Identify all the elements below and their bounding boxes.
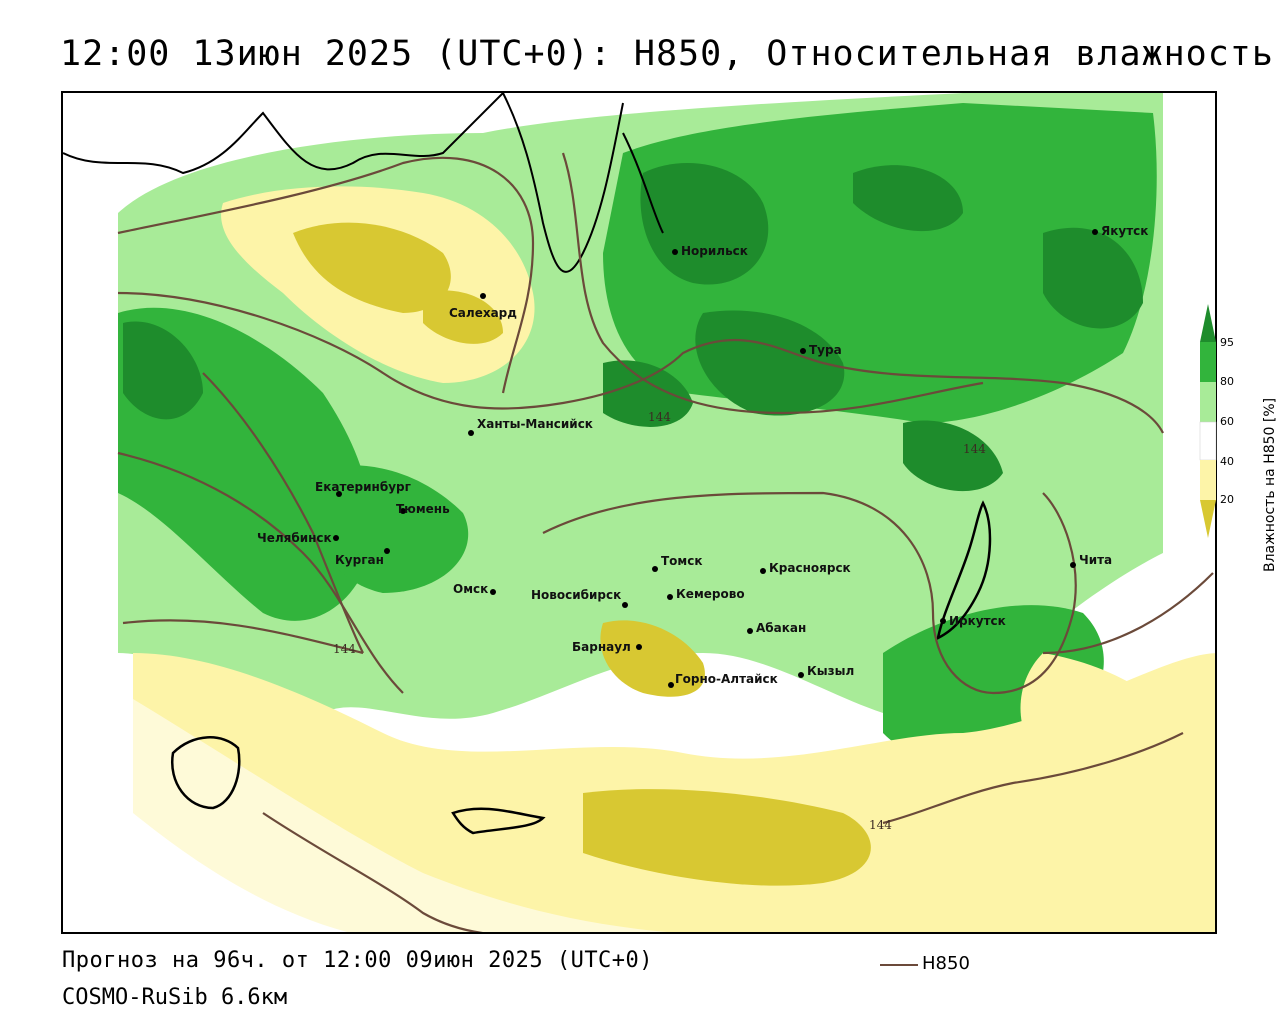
h850-line-swatch — [880, 964, 918, 966]
contour-label: 144 — [869, 818, 892, 832]
city-label: Курган — [335, 553, 384, 567]
legend-tick: 40 — [1220, 455, 1234, 468]
city-label: Тура — [809, 343, 842, 357]
legend-swatch-below20 — [1200, 500, 1216, 538]
legend-swatch-80 — [1200, 342, 1216, 382]
humidity-zone-95 — [640, 163, 769, 285]
city-marker — [800, 348, 806, 354]
city-label: Екатеринбург — [315, 480, 411, 494]
city-label: Якутск — [1101, 224, 1148, 238]
city-marker — [668, 682, 674, 688]
city-label: Салехард — [449, 306, 517, 320]
city-marker — [622, 602, 628, 608]
contour-label: 144 — [333, 642, 356, 656]
city-label: Новосибирск — [531, 588, 621, 602]
city-marker — [480, 293, 486, 299]
city-marker — [1070, 562, 1076, 568]
city-label: Иркутск — [949, 614, 1006, 628]
city-label: Горно-Алтайск — [675, 672, 778, 686]
city-label: Красноярск — [769, 561, 851, 575]
legend-title: Влажность на H850 [%] — [1262, 397, 1278, 572]
legend-color-bar — [1199, 304, 1217, 538]
model-name: COSMO-RuSib 6.6км — [62, 985, 288, 1010]
coastline — [63, 93, 504, 175]
legend-swatch-40 — [1199, 421, 1217, 461]
city-marker — [760, 568, 766, 574]
city-marker — [652, 566, 658, 572]
lake-baikal — [936, 500, 992, 641]
map-canvas: 144 144 144 144 Норильск Якутск Салехард… — [63, 93, 1215, 932]
legend-tick: 20 — [1220, 493, 1234, 506]
city-marker — [333, 535, 339, 541]
city-label: Челябинск — [257, 531, 332, 545]
city-markers: Норильск Якутск Салехард Тура Ханты-Манс… — [257, 224, 1148, 688]
legend-swatch-60 — [1200, 382, 1216, 422]
h850-line-label: H850 — [922, 953, 970, 974]
legend-swatch-95 — [1200, 304, 1216, 342]
lake-balkhash-outline — [170, 736, 241, 810]
city-label: Кызыл — [807, 664, 854, 678]
city-marker — [636, 644, 642, 650]
city-label: Чита — [1079, 553, 1112, 567]
legend-swatch-20 — [1200, 460, 1216, 500]
city-label: Норильск — [681, 244, 748, 258]
contour-label: 144 — [963, 442, 986, 456]
city-label: Кемерово — [676, 587, 745, 601]
h850-contours — [117, 152, 1214, 932]
legend-tick: 80 — [1220, 375, 1234, 388]
city-marker — [384, 548, 390, 554]
city-marker — [1092, 229, 1098, 235]
forecast-info: Прогноз на 96ч. от 12:00 09июн 2025 (UTC… — [62, 948, 654, 973]
city-marker — [490, 589, 496, 595]
city-marker — [798, 672, 804, 678]
city-label: Тюмень — [396, 502, 450, 516]
city-label: Ханты-Мансийск — [477, 417, 593, 431]
contour-label: 144 — [648, 410, 671, 424]
city-label: Абакан — [756, 621, 806, 635]
legend-tick: 95 — [1220, 336, 1234, 349]
legend-tick: 60 — [1220, 415, 1234, 428]
map-title: 12:00 13июн 2025 (UTC+0): H850, Относите… — [60, 34, 1274, 74]
humidity-map: 144 144 144 144 Норильск Якутск Салехард… — [61, 91, 1217, 934]
city-marker — [747, 628, 753, 634]
city-marker — [667, 594, 673, 600]
city-marker — [400, 508, 406, 514]
city-marker — [672, 249, 678, 255]
city-label: Омск — [453, 582, 488, 596]
city-label: Барнаул — [572, 640, 631, 654]
city-marker — [336, 491, 342, 497]
city-marker — [468, 430, 474, 436]
city-marker — [940, 618, 946, 624]
city-label: Томск — [661, 554, 703, 568]
